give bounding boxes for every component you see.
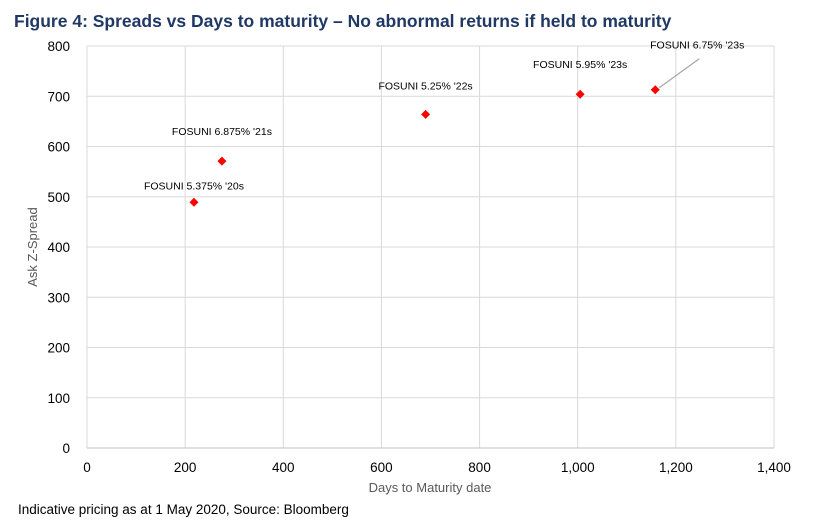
- x-tick-label: 600: [370, 460, 393, 475]
- data-point: [421, 109, 431, 119]
- data-points: [189, 85, 660, 207]
- y-tick-label: 200: [47, 341, 70, 356]
- chart-title: Figure 4: Spreads vs Days to maturity – …: [14, 11, 672, 31]
- y-tick-label: 800: [47, 39, 70, 54]
- data-labels: FOSUNI 5.375% '20s FOSUNI 6.875% '21s FOSU…: [144, 40, 744, 193]
- x-tick-label: 200: [174, 460, 197, 475]
- x-tick-label: 0: [83, 460, 91, 475]
- data-label: FOSUNI 5.25% '22s: [378, 80, 472, 92]
- x-tick-label: 1,200: [659, 460, 693, 475]
- axes: [86, 46, 774, 449]
- y-tick-label: 400: [47, 240, 70, 255]
- x-tick-label: 1,400: [757, 460, 791, 475]
- data-point: [650, 85, 660, 95]
- data-point: [575, 89, 585, 99]
- gridlines: [87, 45, 775, 448]
- y-axis-label: Ask Z-Spread: [25, 207, 40, 286]
- y-tick-label: 100: [47, 391, 70, 406]
- data-label: FOSUNI 6.75% '23s: [650, 40, 744, 52]
- data-point: [217, 156, 227, 166]
- y-tick-label: 500: [47, 190, 70, 205]
- y-tick-label: 600: [47, 140, 70, 155]
- x-tick-label: 800: [468, 460, 491, 475]
- x-axis-label: Days to Maturity date: [369, 480, 492, 495]
- data-label: FOSUNI 5.375% '20s: [144, 180, 244, 192]
- data-label: FOSUNI 6.875% '21s: [172, 126, 272, 138]
- x-tick-labels: 0 200 400 600 800 1,000 1,200 1,400: [83, 460, 791, 475]
- x-tick-label: 1,000: [561, 460, 595, 475]
- y-tick-label: 700: [47, 89, 70, 104]
- y-tick-label: 300: [47, 290, 70, 305]
- label-leader-lines: [658, 58, 700, 89]
- data-point: [189, 197, 199, 207]
- label-leader-line: [658, 58, 700, 89]
- y-tick-label: 0: [62, 441, 70, 456]
- x-tick-label: 400: [272, 460, 295, 475]
- data-label: FOSUNI 5.95% '23s: [533, 59, 627, 71]
- y-tick-labels: 0 100 200 300 400 500 600 700 800: [47, 39, 70, 456]
- source-note: Indicative pricing as at 1 May 2020, Sou…: [18, 502, 349, 517]
